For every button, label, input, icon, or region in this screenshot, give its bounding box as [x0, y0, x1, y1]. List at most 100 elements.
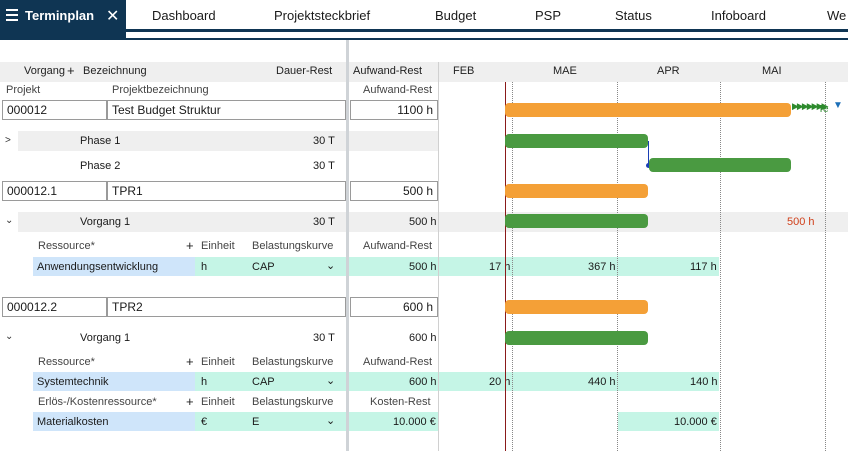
project-name-field[interactable]: Test Budget Struktur — [107, 100, 346, 120]
resource-aufwand: 600 h — [409, 376, 437, 388]
milestone-markers: ▶▶▶▶▶▶▶ — [792, 101, 828, 111]
tpr1-vorgang-bar[interactable] — [505, 214, 648, 228]
month-gridline — [825, 82, 826, 451]
tpr2-vorgang-aufwand: 600 h — [409, 332, 437, 344]
resource-einheit[interactable]: h — [201, 261, 208, 273]
tpr2-name-field[interactable]: TPR2 — [107, 297, 346, 317]
chevron-right-icon[interactable]: > — [5, 135, 11, 146]
project-bar[interactable] — [505, 103, 791, 117]
divider — [0, 38, 848, 40]
cost-row — [195, 412, 438, 431]
tpr2-aufwand-field[interactable]: 600 h — [350, 297, 438, 317]
cost-val-apr: 10.000 € — [674, 416, 717, 428]
tab-more[interactable]: We — [827, 8, 847, 23]
hamburger-icon[interactable] — [6, 9, 18, 21]
add-cost-icon[interactable]: + — [186, 394, 194, 409]
header-band — [349, 62, 439, 82]
phase-1-bar[interactable] — [505, 134, 648, 148]
tpr1-vorgang-name: Vorgang 1 — [80, 216, 131, 228]
resource-name-cell[interactable] — [33, 372, 195, 391]
tab-terminplan[interactable]: Terminplan ✕ — [0, 0, 126, 38]
tpr2-vorgang-bar[interactable] — [505, 331, 648, 345]
phase-2-bar[interactable] — [649, 158, 791, 172]
month-apr: APR — [657, 65, 680, 77]
tpr2-bar[interactable] — [505, 300, 648, 314]
tpr1-vorgang-row[interactable] — [18, 212, 346, 232]
chevron-down-icon[interactable]: ⌄ — [5, 215, 14, 226]
tab-projektsteckbrief[interactable]: Projektsteckbrief — [274, 8, 371, 23]
resource-val-apr: 117 h — [690, 261, 717, 273]
cost-name: Materialkosten — [37, 416, 109, 428]
tpr2-vorgang-dauer: 30 T — [313, 332, 335, 344]
resource-kurve[interactable]: CAP — [252, 376, 275, 388]
month-feb: FEB — [453, 65, 475, 77]
resource-row — [195, 372, 719, 391]
resource-name: Systemtechnik — [37, 376, 109, 388]
res-header-einheit: Einheit — [201, 240, 235, 252]
chevron-down-icon[interactable]: ⌄ — [326, 415, 336, 427]
tpr1-name-field[interactable]: TPR1 — [107, 181, 346, 201]
month-gridline — [720, 82, 721, 451]
col-dauer-rest[interactable]: Dauer-Rest — [276, 65, 333, 77]
table-header — [0, 62, 346, 82]
tpr1-vorgang-aufwand: 500 h — [409, 216, 437, 228]
phase-1-row[interactable] — [18, 131, 346, 151]
col-vorgang[interactable]: Vorgang — [24, 65, 65, 77]
timeline-header — [439, 62, 848, 82]
tab-status[interactable]: Status — [615, 8, 652, 23]
cost-kurve[interactable]: E — [252, 416, 260, 428]
cost-header-ressource: Erlös-/Kostenressource* — [38, 396, 157, 408]
col-aufwand-rest[interactable]: Aufwand-Rest — [353, 65, 423, 77]
project-id-field[interactable]: 000012 — [2, 100, 107, 120]
dependency-dot — [646, 163, 651, 168]
tpr1-bar[interactable] — [505, 184, 648, 198]
today-line — [505, 82, 506, 451]
add-resource-icon[interactable]: + — [186, 354, 194, 369]
resource-val-mae: 367 h — [588, 261, 616, 273]
col-projektbezeichnung: Projektbezeichnung — [112, 84, 209, 96]
project-aufwand-field[interactable]: 1100 h — [350, 100, 438, 120]
res-header-aufwand: Aufwand-Rest — [363, 356, 433, 368]
resource-kurve[interactable]: CAP — [252, 261, 275, 273]
cost-einheit[interactable]: € — [201, 416, 208, 428]
chevron-down-icon[interactable]: ⌄ — [5, 331, 14, 342]
res-header-aufwand: Aufwand-Rest — [363, 240, 433, 252]
pane-splitter[interactable] — [346, 40, 349, 451]
res-header-einheit: Einheit — [201, 356, 235, 368]
tpr1-vorgang-dauer: 30 T — [313, 216, 335, 228]
add-icon[interactable]: + — [67, 63, 75, 78]
tpr2-id-field[interactable]: 000012.2 — [2, 297, 107, 317]
tpr1-id-field[interactable]: 000012.1 — [2, 181, 107, 201]
tab-infoboard[interactable]: Infoboard — [711, 8, 766, 23]
chevron-down-icon[interactable]: ⌄ — [326, 375, 336, 387]
cost-header-kurve: Belastungskurve — [252, 396, 334, 408]
resource-val-feb: 17 h — [489, 261, 511, 273]
col-bezeichnung[interactable]: Bezeichnung — [83, 65, 147, 77]
project-bar-label: Te — [818, 104, 829, 115]
tab-dashboard[interactable]: Dashboard — [152, 8, 216, 23]
phase-1-name: Phase 1 — [80, 135, 121, 147]
res-header-ressource: Ressource* — [38, 240, 95, 252]
add-resource-icon[interactable]: + — [186, 238, 194, 253]
tpr1-aufwand-field[interactable]: 500 h — [350, 181, 438, 201]
resource-name-cell[interactable] — [33, 257, 195, 276]
tab-psp[interactable]: PSP — [535, 8, 562, 23]
tpr1-gantt-label: 500 h — [787, 216, 815, 228]
phase-1-dauer: 30 T — [313, 135, 335, 147]
close-icon[interactable]: ✕ — [106, 8, 120, 25]
cost-header-einheit: Einheit — [201, 396, 235, 408]
resource-val-apr: 140 h — [690, 376, 718, 388]
top-navigation: Dashboard Projektsteckbrief Budget PSP S… — [0, 0, 848, 32]
tab-budget[interactable]: Budget — [435, 8, 477, 23]
phase-2-dauer: 30 T — [313, 160, 335, 172]
resource-row — [195, 257, 719, 276]
resource-einheit[interactable]: h — [201, 376, 208, 388]
active-tab-title: Terminplan — [25, 8, 95, 23]
cost-name-cell[interactable] — [33, 412, 195, 431]
resource-val-mae: 440 h — [588, 376, 616, 388]
phase-2-name: Phase 2 — [80, 160, 121, 172]
milestone-icon[interactable]: ▼ — [833, 100, 843, 111]
tpr2-vorgang-name: Vorgang 1 — [80, 332, 131, 344]
gantt-separator — [438, 62, 439, 451]
chevron-down-icon[interactable]: ⌄ — [326, 260, 336, 272]
